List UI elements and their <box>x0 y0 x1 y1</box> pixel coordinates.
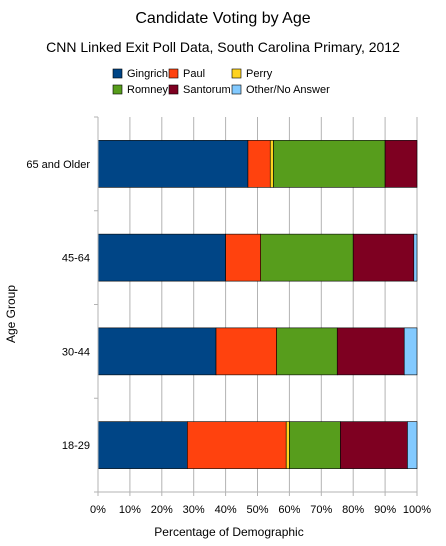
bar-segment <box>225 233 261 282</box>
x-tick-label: 0% <box>90 504 106 516</box>
bar-segment <box>260 233 354 282</box>
x-tick-label: 10% <box>119 504 141 516</box>
bar-segment <box>407 421 418 469</box>
x-tick-label: 100% <box>403 504 431 516</box>
x-axis-label: Percentage of Demographic <box>154 525 303 539</box>
bar-segment <box>215 327 277 376</box>
bar-segment <box>289 421 341 469</box>
category-label: 18-29 <box>62 440 90 452</box>
legend: Gingrich Paul Perry Romney Santorum Other/No … <box>112 68 330 96</box>
legend-swatch <box>168 84 179 95</box>
bar-segment <box>97 421 188 469</box>
chart-title: Candidate Voting by Age <box>135 10 310 27</box>
bars <box>97 140 418 469</box>
bar-segment <box>269 140 274 188</box>
legend-label: Romney <box>127 84 168 96</box>
legend-label: Paul <box>183 68 205 80</box>
legend-swatch <box>112 68 123 79</box>
x-tick-label: 50% <box>246 504 268 516</box>
legend-label: Other/No Answer <box>246 84 330 96</box>
bar-segment <box>403 327 418 376</box>
bar-segment <box>285 421 290 469</box>
bar-segment <box>276 327 338 376</box>
legend-swatch <box>231 68 242 79</box>
bar-segment <box>340 421 408 469</box>
legend-label: Gingrich <box>127 68 168 80</box>
bar-segment <box>97 233 226 282</box>
bar-segment <box>352 233 415 282</box>
bar-segment <box>413 233 418 282</box>
x-tick-label: 40% <box>215 504 237 516</box>
x-tick-label: 60% <box>278 504 300 516</box>
bar-segment <box>336 327 405 376</box>
legend-swatch <box>168 68 179 79</box>
y-axis-ticks: 65 and Older 45-64 30-44 18-29 <box>26 116 98 493</box>
category-label: 45-64 <box>62 253 90 265</box>
y-axis-label: Age Group <box>4 285 18 343</box>
bar-segment <box>97 327 217 376</box>
bar-segment <box>384 140 418 188</box>
bar-segment <box>97 140 249 188</box>
bar-segment <box>273 140 386 188</box>
legend-swatch <box>231 84 242 95</box>
bar-segment <box>187 421 287 469</box>
x-tick-label: 20% <box>151 504 173 516</box>
category-label: 30-44 <box>62 346 90 358</box>
x-tick-label: 90% <box>374 504 396 516</box>
x-tick-label: 80% <box>342 504 364 516</box>
legend-label: Santorum <box>183 84 231 96</box>
x-tick-label: 70% <box>310 504 332 516</box>
chart-subtitle: CNN Linked Exit Poll Data, South Carolin… <box>46 39 400 55</box>
category-label: 65 and Older <box>26 159 90 171</box>
x-tick-label: 30% <box>183 504 205 516</box>
x-axis-ticks: 0% 10% 20% 30% 40% 50% 60% 70% 80% 90% 100% <box>90 492 431 516</box>
legend-label: Perry <box>246 68 273 80</box>
bar-segment <box>247 140 271 188</box>
legend-swatch <box>112 84 123 95</box>
